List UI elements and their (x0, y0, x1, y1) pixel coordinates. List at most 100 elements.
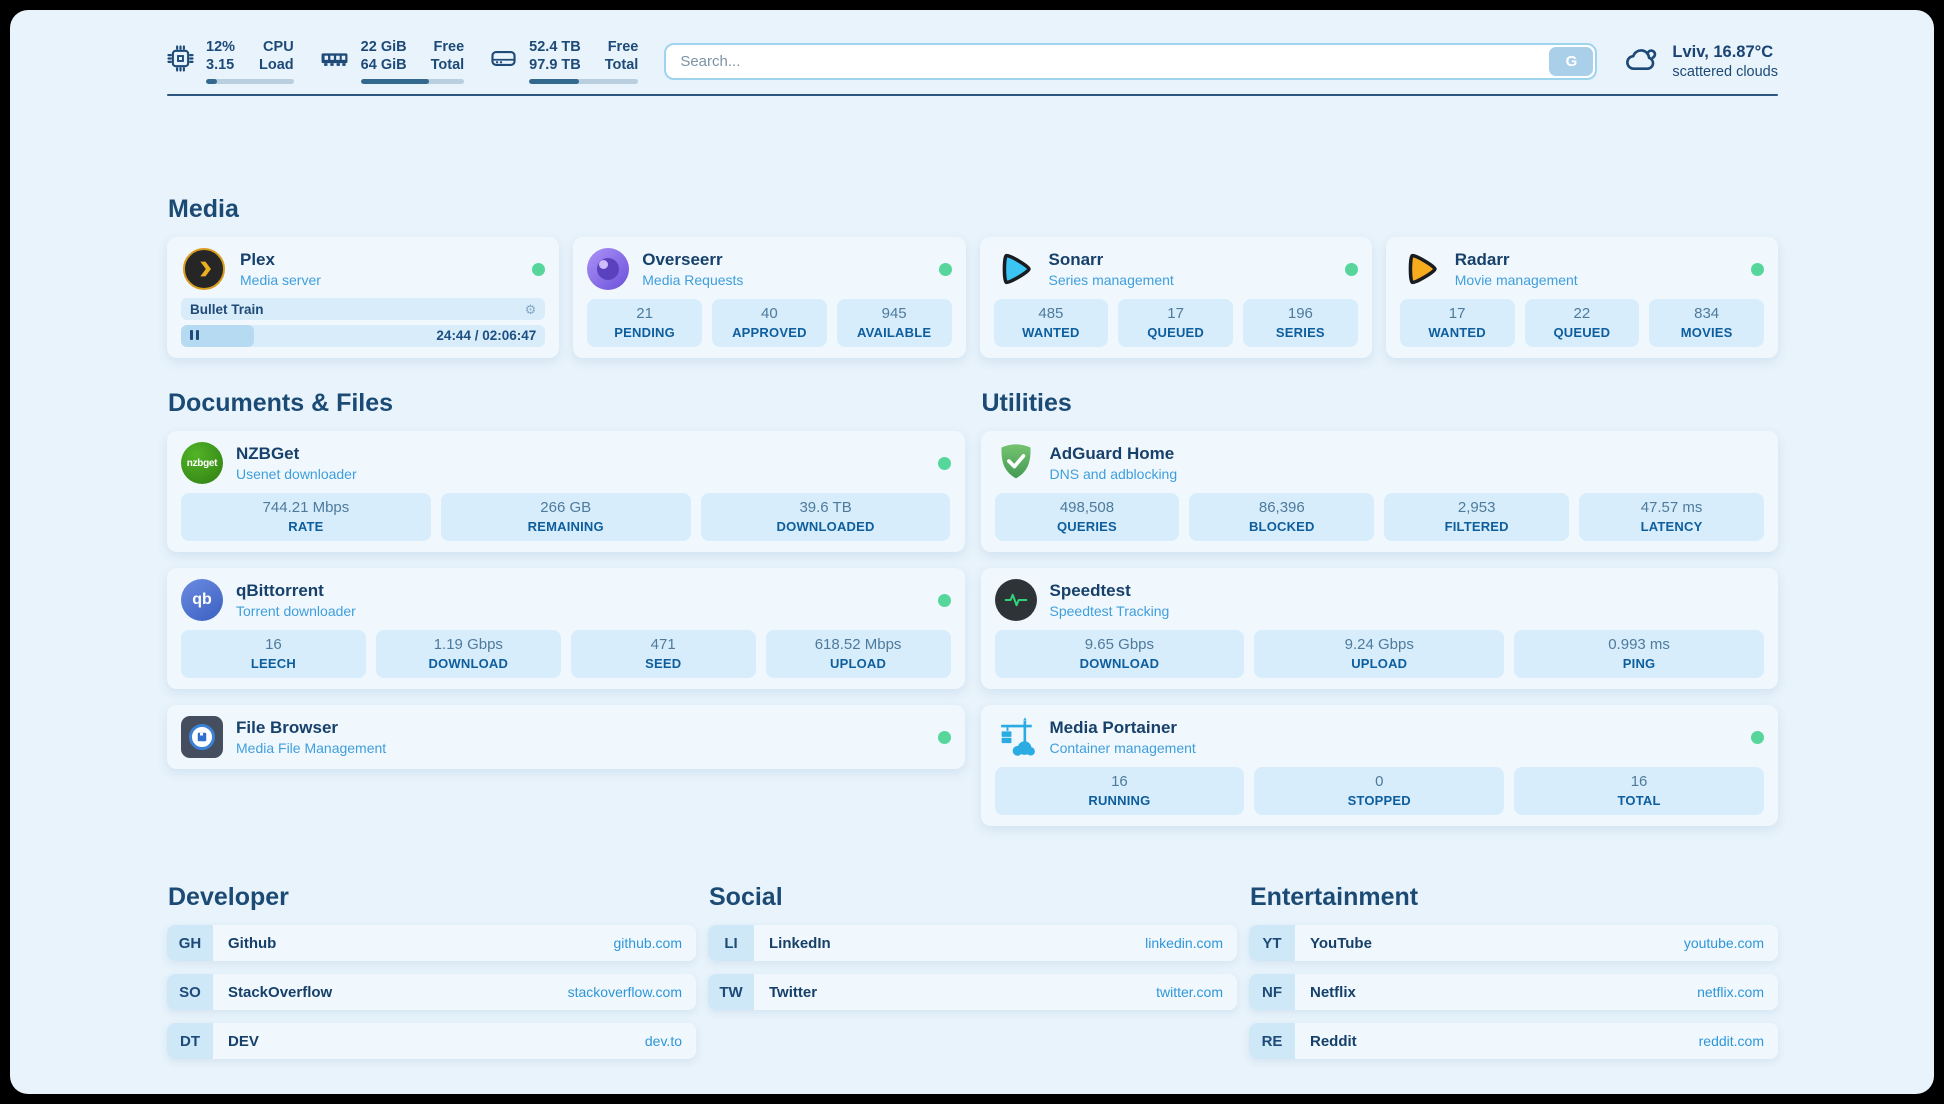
app-name: Media Portainer (1049, 718, 1178, 737)
disk-icon (490, 45, 517, 77)
app-name: Sonarr (1048, 250, 1104, 269)
stat-chip: 266 GB REMAINING (440, 493, 691, 541)
stat-chip: 86,396 BLOCKED (1189, 493, 1375, 541)
nzbget-icon: nzbget (181, 442, 223, 484)
status-dot (1751, 730, 1764, 744)
app-subtitle: Usenet downloader (236, 466, 357, 482)
qbittorrent-card[interactable]: qb qBittorrent Torrent downloader 16 LEEC… (167, 568, 965, 689)
ram-free-label: Free (433, 39, 465, 55)
stat-chip: 9.24 Gbps UPLOAD (1254, 630, 1505, 678)
utilities-section-title: Utilities (981, 389, 1072, 417)
stat-chip: 196 SERIES (1243, 299, 1358, 347)
app-subtitle: Media Requests (642, 272, 744, 288)
cloud-icon (1623, 43, 1659, 79)
disk-free-label: Free (607, 39, 639, 55)
gear-icon[interactable]: ⚙ (524, 301, 537, 317)
adguard-card[interactable]: AdGuard Home DNS and adblocking 498,508 Q… (980, 431, 1778, 552)
stat-chip: 39.6 TB DOWNLOADED (700, 493, 951, 541)
speedtest-card[interactable]: Speedtest Speedtest Tracking 9.65 Gbps DO… (980, 568, 1778, 689)
plex-icon (183, 248, 225, 290)
now-playing-row[interactable]: Bullet Train ⚙ (181, 298, 546, 320)
cpu-load-value: 3.15 (206, 57, 235, 73)
playback-time: 24:44 / 02:06:47 (436, 328, 537, 343)
netflix-badge: NF (1249, 974, 1295, 1010)
ram-icon (320, 46, 349, 76)
stat-chip: 17 WANTED (1399, 299, 1515, 347)
search-input[interactable] (664, 42, 1598, 80)
entertainment-links: Entertainment YT YouTube youtube.com NF … (1249, 882, 1778, 1072)
media-section-title: Media (168, 195, 239, 223)
dashboard: 12% CPU 3.15 Load (10, 10, 1934, 1094)
app-subtitle: Media File Management (236, 740, 387, 756)
cpu-icon (167, 45, 194, 77)
developer-section-title: Developer (168, 883, 289, 911)
stat-chip: 618.52 Mbps UPLOAD (765, 630, 951, 678)
app-subtitle: Container management (1049, 740, 1196, 756)
disk-free-value: 52.4 TB (529, 39, 581, 55)
disk-stat: 52.4 TB Free 97.9 TB Total (490, 38, 639, 84)
ram-total-label: Total (430, 57, 465, 73)
link-item-dev[interactable]: DT DEV dev.to (167, 1023, 696, 1059)
stat-chip: 834 MOVIES (1649, 299, 1764, 347)
cpu-progress-bar (206, 79, 294, 84)
twitter-badge: TW (708, 974, 754, 1010)
github-badge: GH (167, 925, 213, 961)
portainer-icon (995, 716, 1037, 758)
weather-location-temp: Lviv, 16.87°C (1672, 42, 1774, 61)
radarr-card[interactable]: Radarr Movie management 17 WANTED 22 QUEUE… (1385, 237, 1778, 358)
link-item-reddit[interactable]: RE Reddit reddit.com (1249, 1023, 1778, 1059)
nzbget-card[interactable]: nzbget NZBGet Usenet downloader 744.21 M… (167, 431, 965, 552)
status-dot (532, 262, 546, 276)
utilities-column: Utilities AdGuard Home D (980, 388, 1778, 826)
stat-chip: 485 WANTED (993, 299, 1109, 347)
disk-total-label: Total (604, 57, 639, 73)
plex-card[interactable]: Plex Media server Bullet Train ⚙ 24:44 /… (167, 237, 560, 358)
status-dot (938, 262, 952, 276)
link-item-netflix[interactable]: NF Netflix netflix.com (1249, 974, 1778, 1010)
ram-free-value: 22 GiB (360, 39, 407, 55)
link-item-youtube[interactable]: YT YouTube youtube.com (1249, 925, 1778, 961)
link-item-linkedin[interactable]: LI LinkedIn linkedin.com (708, 925, 1237, 961)
stat-chip: 40 APPROVED (712, 299, 827, 347)
app-name: Radarr (1454, 250, 1510, 269)
app-name: AdGuard Home (1049, 444, 1175, 463)
middle-sections: Documents & Files nzbget NZBGet Usenet d… (167, 388, 1778, 826)
social-links: Social LI LinkedIn linkedin.com TW Twitt… (708, 882, 1237, 1072)
app-name: Speedtest (1049, 581, 1131, 600)
cpu-stat: 12% CPU 3.15 Load (167, 38, 294, 84)
status-dot (937, 593, 951, 607)
social-section-title: Social (709, 883, 783, 911)
stat-chip: 21 PENDING (587, 299, 702, 347)
stat-chip: 17 QUEUED (1118, 299, 1233, 347)
stat-chip: 471 SEED (570, 630, 756, 678)
search-container: G (664, 42, 1598, 80)
speedtest-icon (994, 579, 1037, 621)
reddit-badge: RE (1249, 1023, 1295, 1059)
link-item-twitter[interactable]: TW Twitter twitter.com (708, 974, 1237, 1010)
playback-progress-bar[interactable]: 24:44 / 02:06:47 (181, 325, 546, 347)
weather-widget: Lviv, 16.87°C scattered clouds (1623, 43, 1778, 80)
ram-stat: 22 GiB Free 64 GiB Total (320, 38, 465, 84)
app-subtitle: Series management (1048, 272, 1174, 288)
app-subtitle: DNS and adblocking (1049, 466, 1178, 482)
sonarr-icon (994, 248, 1036, 290)
filebrowser-card[interactable]: File Browser Media File Management (167, 705, 965, 769)
link-item-github[interactable]: GH Github github.com (167, 925, 696, 961)
search-engine-button[interactable]: G (1549, 46, 1594, 76)
app-subtitle: Speedtest Tracking (1049, 603, 1170, 619)
stat-chip: 1.19 Gbps DOWNLOAD (375, 630, 561, 678)
stat-chip: 47.57 ms LATENCY (1579, 493, 1764, 541)
topbar-divider (167, 94, 1778, 96)
media-section: Media Plex Media server Bullet Train ⚙ (167, 194, 1778, 358)
documents-column: Documents & Files nzbget NZBGet Usenet d… (167, 388, 965, 826)
system-stats: 12% CPU 3.15 Load (167, 38, 639, 84)
overseerr-card[interactable]: Overseerr Media Requests 21 PENDING 40 APP… (573, 237, 966, 358)
now-playing-title: Bullet Train (190, 301, 264, 317)
ram-total-value: 64 GiB (360, 57, 407, 73)
portainer-card[interactable]: Media Portainer Container management 16 R… (980, 705, 1778, 826)
sonarr-card[interactable]: Sonarr Series management 485 WANTED 17 QUE… (979, 237, 1372, 358)
link-item-stackoverflow[interactable]: SO StackOverflow stackoverflow.com (167, 974, 696, 1010)
stat-chip: 16 TOTAL (1514, 767, 1764, 815)
radarr-icon (1400, 248, 1442, 290)
app-name: qBittorrent (236, 581, 324, 600)
